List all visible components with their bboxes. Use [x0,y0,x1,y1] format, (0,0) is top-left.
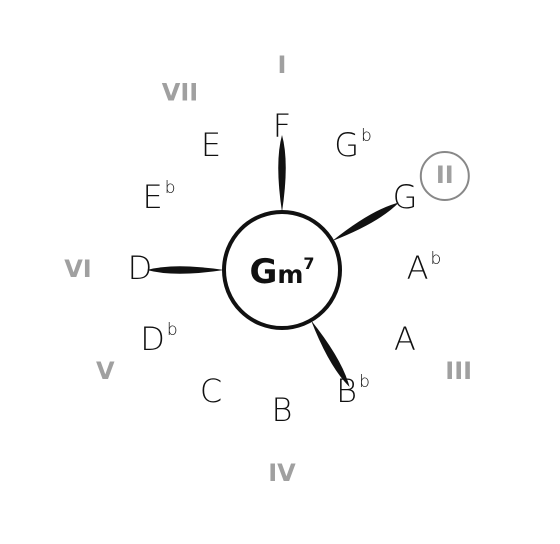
degree-iv: IV [268,459,296,487]
degree-ii: II [436,161,454,189]
note-c: C [200,372,222,410]
degree-iii: III [445,357,472,385]
note-g: G [393,178,418,216]
note-e: E [201,126,221,164]
pointer-f [278,135,286,212]
chord-quality: m [277,260,303,289]
pointer-d [147,266,224,274]
pointer-g [332,203,399,242]
degree-i: I [278,51,287,79]
note-a: A [394,320,416,358]
degree-vii: VII [162,78,198,106]
chord-extension: 7 [303,254,314,273]
degree-v: V [96,357,115,385]
chord-root: G [249,252,277,292]
note-b: B [272,391,293,429]
degree-vi: VI [64,255,92,283]
note-d: D [128,249,153,287]
note-f: F [273,107,291,145]
